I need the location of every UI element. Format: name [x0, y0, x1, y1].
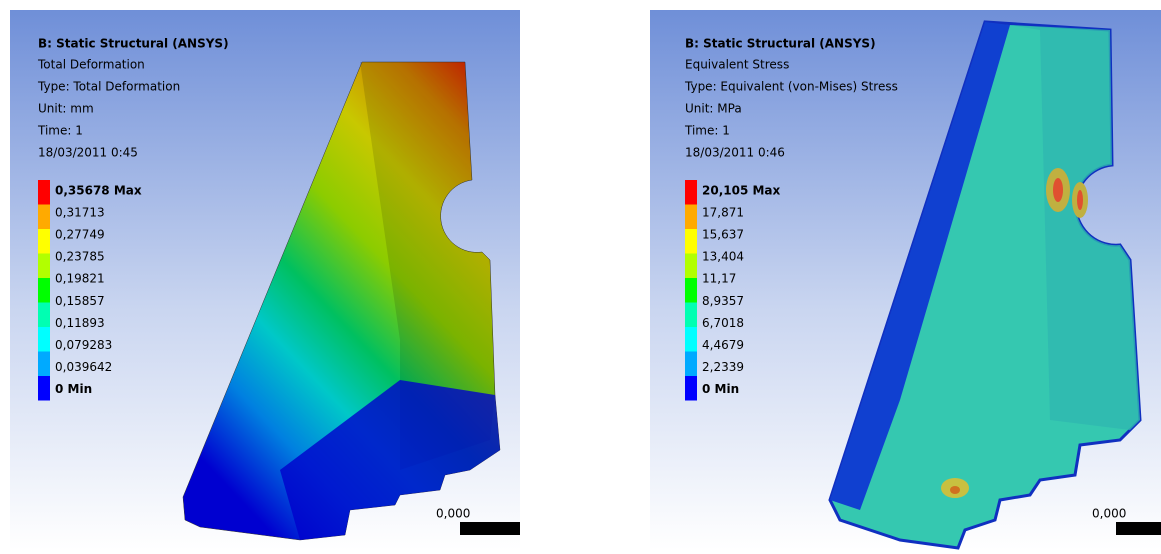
legend-swatch — [685, 352, 697, 377]
legend-swatch — [38, 303, 50, 328]
screen: B: Static Structural (ANSYS) Total Deform… — [0, 0, 1161, 554]
legend-label: 0 Min — [702, 382, 739, 396]
legend-label: 0,039642 — [55, 360, 112, 374]
legend-label: 0,15857 — [55, 294, 105, 308]
legend-swatch — [685, 376, 697, 401]
legend-label: 0,079283 — [55, 338, 112, 352]
legend-swatch — [38, 229, 50, 254]
scale-bar — [460, 522, 520, 535]
legend-label: 17,871 — [702, 206, 744, 220]
legend-label: 13,404 — [702, 250, 744, 264]
info-line: 18/03/2011 0:45 — [38, 146, 138, 160]
info-line: Time: 1 — [37, 124, 83, 138]
legend-label: 0,31713 — [55, 206, 105, 220]
info-line: Type: Equivalent (von-Mises) Stress — [684, 80, 898, 94]
legend-label: 20,105 Max — [702, 184, 781, 198]
legend-label: 2,2339 — [702, 360, 744, 374]
scale-bar — [1116, 522, 1161, 535]
legend-swatch — [685, 180, 697, 205]
legend-swatch — [38, 376, 50, 401]
legend-swatch — [685, 327, 697, 352]
legend-swatch — [38, 327, 50, 352]
scale-label: 0,000 — [436, 507, 470, 521]
legend-swatch — [38, 278, 50, 303]
info-line: Equivalent Stress — [685, 58, 789, 72]
legend-swatch — [685, 278, 697, 303]
info-line: Total Deformation — [37, 58, 145, 72]
legend-label: 0,35678 Max — [55, 184, 142, 198]
panel-title: B: Static Structural (ANSYS) — [38, 37, 229, 51]
legend-label: 0,23785 — [55, 250, 105, 264]
legend-swatch — [38, 352, 50, 377]
legend-label: 0,27749 — [55, 228, 105, 242]
info-line: Unit: mm — [38, 102, 94, 116]
legend-swatch — [685, 303, 697, 328]
legend-swatch — [38, 180, 50, 205]
info-line: 18/03/2011 0:46 — [685, 146, 785, 160]
legend-label: 0,11893 — [55, 316, 105, 330]
legend-label: 8,9357 — [702, 294, 744, 308]
legend-label: 11,17 — [702, 272, 736, 286]
legend-swatch — [38, 254, 50, 279]
legend-swatch — [685, 205, 697, 230]
legend-label: 6,7018 — [702, 316, 744, 330]
scale-label: 0,000 — [1092, 507, 1126, 521]
legend-label: 0 Min — [55, 382, 92, 396]
info-line: Type: Total Deformation — [37, 80, 180, 94]
info-line: Unit: MPa — [685, 102, 742, 116]
legend-swatch — [685, 229, 697, 254]
legend-swatch — [38, 205, 50, 230]
panel-title: B: Static Structural (ANSYS) — [685, 37, 876, 51]
legend-label: 0,19821 — [55, 272, 105, 286]
legend-label: 4,4679 — [702, 338, 744, 352]
info-line: Time: 1 — [684, 124, 730, 138]
legend-swatch — [685, 254, 697, 279]
legend-label: 15,637 — [702, 228, 744, 242]
